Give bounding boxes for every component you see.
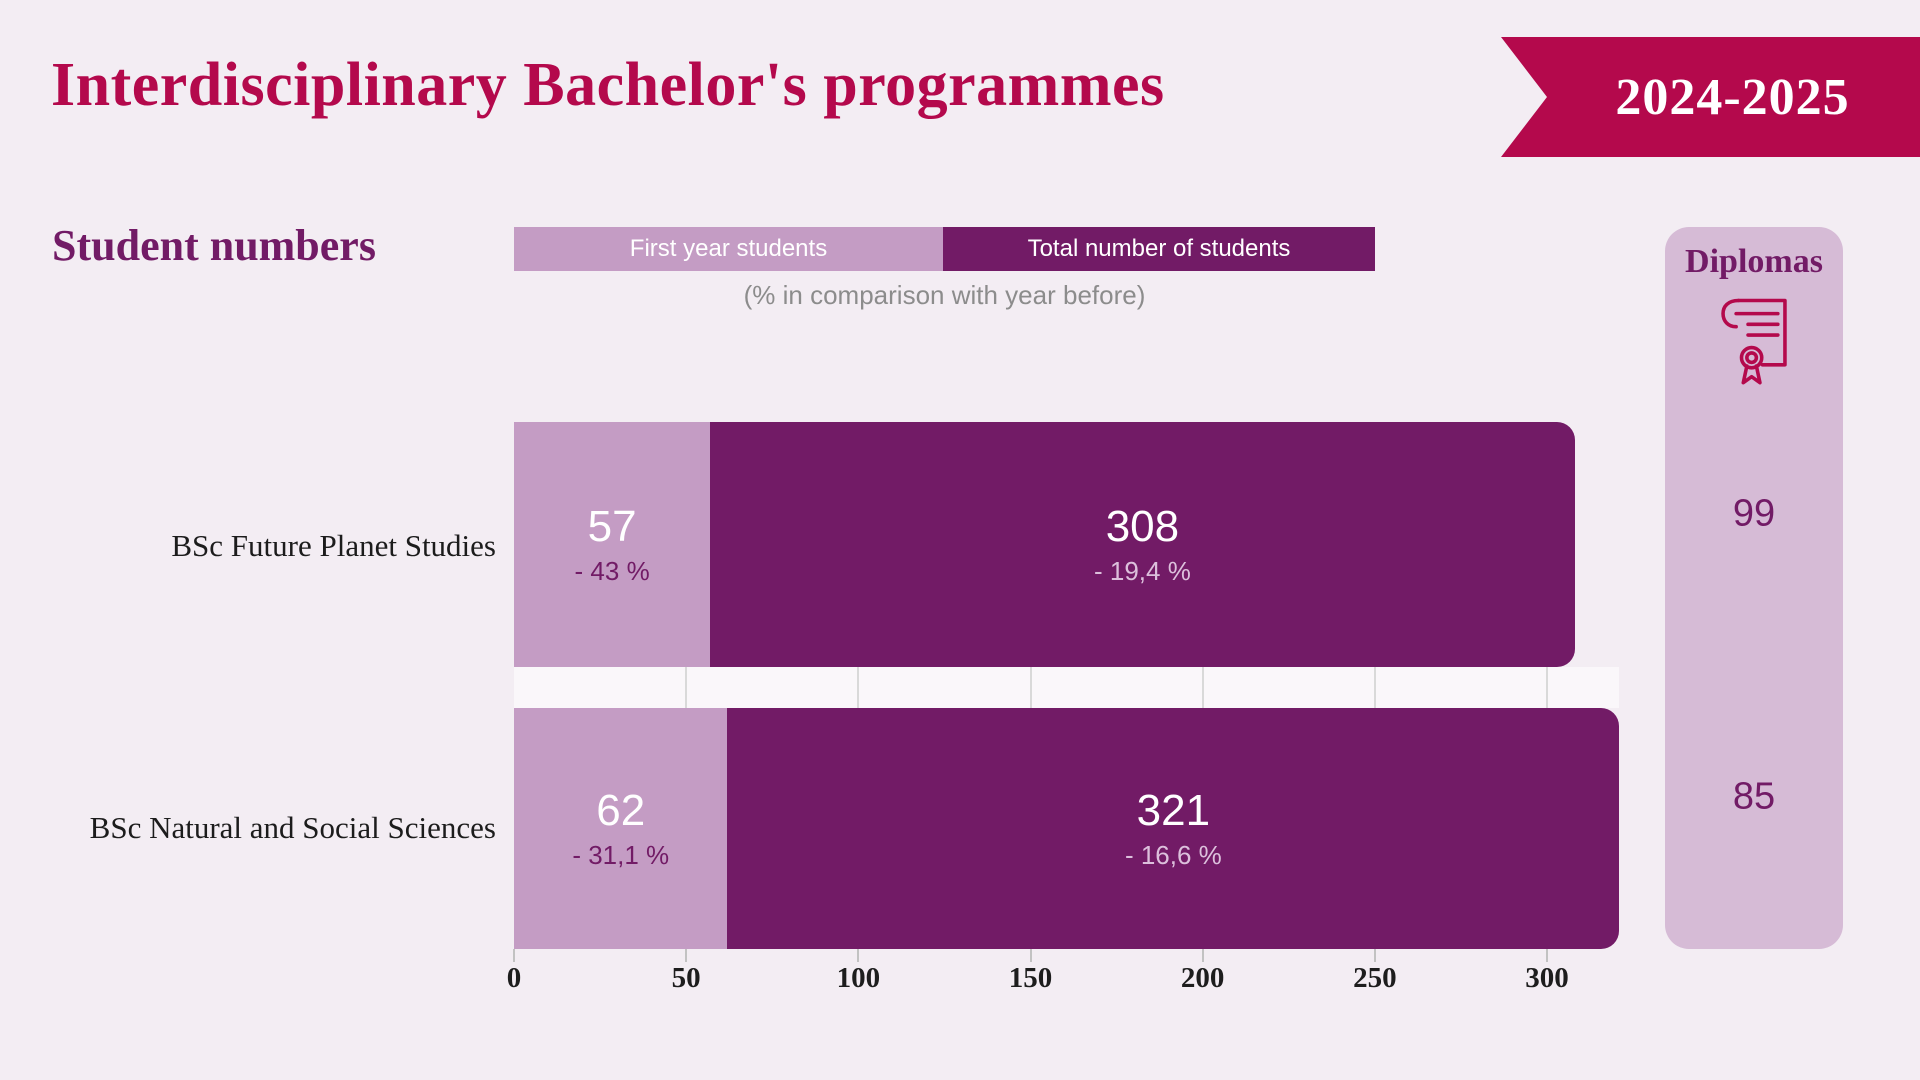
- axis-tick: [1546, 949, 1548, 962]
- gridline: [857, 667, 860, 708]
- diplomas-value-natural-social: 85: [1732, 775, 1776, 818]
- gridline: [1546, 667, 1548, 708]
- first-year-change: - 43 %: [574, 556, 650, 587]
- axis-tick-label: 300: [1525, 962, 1569, 994]
- axis-tick-label: 250: [1353, 962, 1397, 994]
- bar-row-future-planet: 57 - 43 % 308 - 19,4 %: [514, 422, 1575, 667]
- diplomas-panel: Diplomas 99 85: [1665, 227, 1843, 949]
- axis-tick-label: 200: [1180, 962, 1225, 994]
- year-ribbon: 2024-2025: [1501, 37, 1920, 157]
- axis-ticks: [513, 949, 1619, 962]
- year-ribbon-label: 2024-2025: [1615, 68, 1850, 126]
- first-year-change: - 31,1 %: [572, 840, 670, 871]
- legend-chips: First year students Total number of stud…: [514, 227, 1375, 271]
- diplomas-value-future-planet: 99: [1732, 492, 1776, 535]
- gridline: [1201, 667, 1204, 708]
- legend-total-students: Total number of students: [943, 227, 1375, 271]
- chart-legend: First year students Total number of stud…: [514, 227, 1375, 311]
- page-title: Interdisciplinary Bachelor's programmes: [51, 51, 1165, 119]
- axis-tick-label: 50: [671, 962, 701, 994]
- row-label-future-planet: BSc Future Planet Studies: [171, 528, 496, 563]
- gridline: [1029, 667, 1032, 708]
- first-year-value: 62: [596, 786, 646, 835]
- bar-segment-total: 321 - 16,6 %: [727, 708, 1620, 949]
- gridline: [685, 667, 688, 708]
- axis-labels: 0 50 100 150 200 250 300: [507, 962, 1619, 1002]
- total-value: 308: [1105, 502, 1180, 551]
- total-value: 321: [1136, 786, 1211, 835]
- axis-tick-label: 150: [1008, 962, 1053, 994]
- axis-tick-label: 0: [506, 962, 522, 994]
- axis-tick: [685, 949, 688, 962]
- axis-tick-label: 100: [836, 962, 881, 994]
- section-title: Student numbers: [52, 221, 376, 270]
- bar-segment-total: 308 - 19,4 %: [710, 422, 1575, 667]
- gridline: [1373, 667, 1376, 708]
- row-label-natural-social: BSc Natural and Social Sciences: [89, 810, 496, 845]
- bar-row-natural-social: 62 - 31,1 % 321 - 16,6 %: [514, 708, 1620, 949]
- axis-tick: [513, 949, 515, 962]
- axis-tick: [857, 949, 860, 962]
- total-change: - 16,6 %: [1124, 840, 1222, 871]
- diplomas-title: Diplomas: [1685, 243, 1823, 280]
- gridline-strip: [514, 667, 1619, 708]
- total-change: - 19,4 %: [1093, 556, 1191, 587]
- axis-tick: [1029, 949, 1032, 962]
- axis-tick: [1201, 949, 1204, 962]
- bar-segment-first-year: 57 - 43 %: [514, 422, 711, 667]
- axis-tick: [1373, 949, 1376, 962]
- legend-first-year-students: First year students: [514, 227, 943, 271]
- bar-segment-first-year: 62 - 31,1 %: [514, 708, 728, 949]
- legend-note: (% in comparison with year before): [743, 280, 1146, 310]
- diploma-certificate-icon: [1721, 298, 1787, 385]
- first-year-value: 57: [587, 502, 637, 551]
